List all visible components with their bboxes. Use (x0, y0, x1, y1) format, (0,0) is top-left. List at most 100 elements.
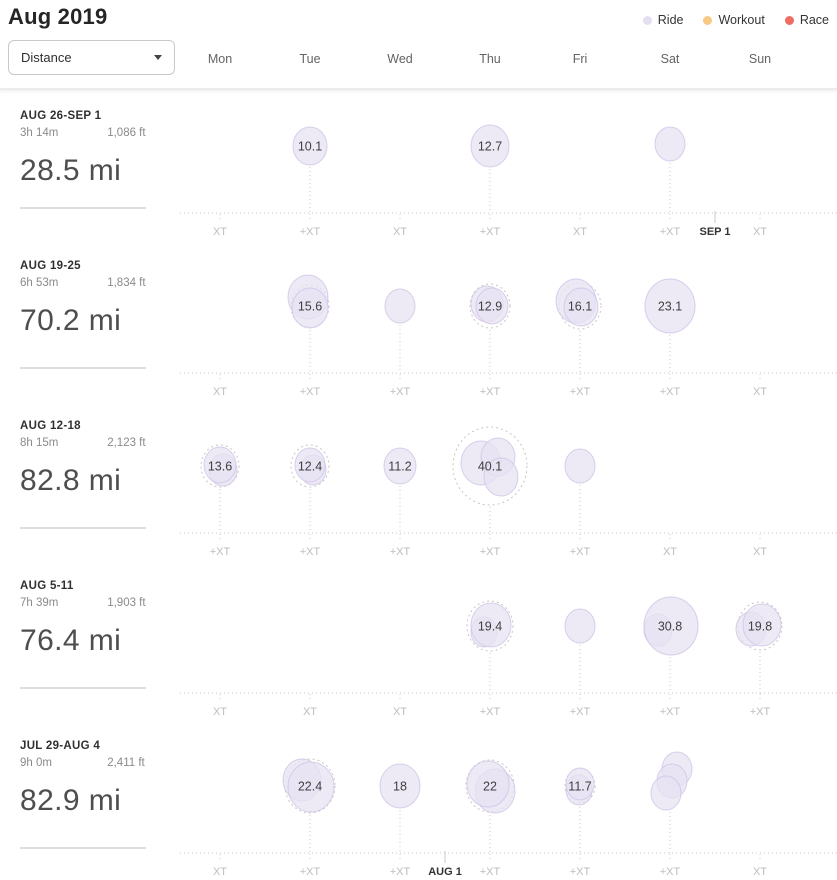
xt-label[interactable]: XT (753, 226, 767, 238)
activity-bubble[interactable] (475, 287, 509, 325)
activity-distance-label: 19.8 (748, 620, 772, 634)
xt-label[interactable]: +XT (300, 386, 321, 398)
week-chart: XT +XT XT +XT XT +XT XT SEP 1 10.1 12.7 (180, 124, 837, 238)
week-summary[interactable]: AUG 26-SEP 1 3h 14m 1,086 ft 28.5 mi (0, 90, 180, 240)
week-row: AUG 5-11 7h 39m 1,903 ft 76.4 mi XT XT XT +… (0, 560, 837, 720)
activity-distance-label: 10.1 (298, 140, 322, 154)
activity-bubble[interactable] (294, 447, 326, 483)
xt-label[interactable]: +XT (660, 386, 681, 398)
activity-bubble[interactable] (203, 446, 237, 484)
activity-distance-label: 23.1 (658, 300, 682, 314)
xt-label[interactable]: XT (753, 866, 767, 878)
xt-label[interactable]: +XT (300, 546, 321, 558)
activity-distance-label: 22.4 (298, 780, 322, 794)
xt-label[interactable]: +XT (480, 866, 501, 878)
week-distance: 76.4 mi (20, 624, 122, 657)
xt-label[interactable]: +XT (390, 546, 411, 558)
activity-bubble[interactable] (287, 761, 335, 813)
activity-bubble[interactable] (654, 126, 686, 162)
week-elevation: 2,411 ft (107, 757, 145, 769)
week-elevation: 1,086 ft (107, 127, 146, 139)
activity-bubble[interactable] (379, 763, 421, 809)
activity-bubble[interactable] (564, 608, 596, 644)
activity-distance-label: 40.1 (478, 460, 502, 474)
xt-label[interactable]: XT (393, 226, 407, 238)
week-range-label: JUL 29-AUG 4 (20, 740, 101, 752)
week-stats: 3h 14m 1,086 ft (20, 127, 180, 139)
header: Aug 2019 Ride Workout Race Distance Mon … (0, 0, 837, 90)
activity-bubble[interactable] (565, 767, 595, 801)
activity-distance-label: 12.7 (478, 140, 502, 154)
activity-bubble[interactable] (650, 775, 682, 811)
xt-label[interactable]: XT (303, 706, 317, 718)
xt-label[interactable]: +XT (300, 226, 321, 238)
activity-bubble[interactable] (470, 602, 512, 648)
xt-label[interactable]: +XT (480, 546, 501, 558)
activity-bubble[interactable] (470, 124, 510, 168)
activity-distance-label: 15.6 (298, 300, 322, 314)
day-header-mon: Mon (207, 52, 233, 66)
week-stats: 8h 15m 2,123 ft (20, 437, 180, 449)
xt-label[interactable]: +XT (390, 386, 411, 398)
activity-bubble[interactable] (383, 447, 417, 485)
week-stats: 6h 53m 1,834 ft (20, 277, 180, 289)
activity-bubble[interactable] (644, 278, 696, 334)
activity-bubble[interactable] (292, 126, 328, 166)
xt-label[interactable]: XT (213, 226, 227, 238)
week-row: JUL 29-AUG 4 9h 0m 2,411 ft 82.9 mi XT +X… (0, 720, 837, 880)
metric-dropdown[interactable]: Distance (8, 40, 175, 75)
xt-label[interactable]: +XT (750, 706, 771, 718)
xt-label[interactable]: +XT (480, 386, 501, 398)
week-summary[interactable]: AUG 12-18 8h 15m 2,123 ft 82.8 mi (0, 400, 180, 560)
xt-label[interactable]: +XT (570, 706, 591, 718)
xt-label[interactable]: XT (753, 546, 767, 558)
date-marker: SEP 1 (700, 226, 731, 238)
activity-bubble[interactable] (483, 457, 519, 497)
xt-label[interactable]: +XT (660, 226, 681, 238)
week-row: AUG 12-18 8h 15m 2,123 ft 82.8 mi +XT +XT… (0, 400, 837, 560)
xt-label[interactable]: XT (393, 706, 407, 718)
xt-label[interactable]: +XT (660, 706, 681, 718)
legend-item-race: Race (784, 13, 829, 27)
xt-label[interactable]: +XT (570, 386, 591, 398)
activity-bubble[interactable] (563, 287, 599, 327)
week-summary[interactable]: JUL 29-AUG 4 9h 0m 2,411 ft 82.9 mi (0, 720, 180, 880)
week-elevation: 1,834 ft (107, 277, 146, 289)
week-distance: 82.9 mi (20, 784, 122, 817)
activity-bubble[interactable] (466, 760, 510, 808)
week-moving-time: 3h 14m (20, 127, 59, 139)
week-row: AUG 26-SEP 1 3h 14m 1,086 ft 28.5 mi XT +… (0, 90, 837, 240)
xt-label[interactable]: +XT (210, 546, 231, 558)
activity-bubble[interactable] (291, 287, 329, 329)
xt-label[interactable]: XT (213, 866, 227, 878)
activity-distance-label: 12.9 (478, 300, 502, 314)
xt-label[interactable]: XT (213, 706, 227, 718)
xt-label[interactable]: XT (753, 386, 767, 398)
xt-label[interactable]: +XT (480, 226, 501, 238)
week-summary[interactable]: AUG 19-25 6h 53m 1,834 ft 70.2 mi (0, 240, 180, 400)
activity-bubble[interactable] (384, 288, 416, 324)
week-summary[interactable]: AUG 5-11 7h 39m 1,903 ft 76.4 mi (0, 560, 180, 720)
day-header-sat: Sat (660, 52, 680, 66)
xt-label[interactable]: XT (213, 386, 227, 398)
xt-label[interactable]: +XT (480, 706, 501, 718)
activity-group-ring (290, 444, 330, 488)
xt-label[interactable]: XT (573, 226, 587, 238)
week-distance: 28.5 mi (20, 154, 122, 187)
xt-label[interactable]: +XT (660, 866, 681, 878)
metric-dropdown-value: Distance (21, 50, 72, 65)
week-row: AUG 19-25 6h 53m 1,834 ft 70.2 mi XT +XT +… (0, 240, 837, 400)
week-range-label: AUG 26-SEP 1 (20, 110, 102, 122)
activity-bubble[interactable] (643, 596, 699, 656)
xt-label[interactable]: +XT (300, 866, 321, 878)
week-divider (20, 367, 146, 369)
activity-bubble[interactable] (564, 448, 596, 484)
xt-label[interactable]: +XT (570, 866, 591, 878)
day-header-tue: Tue (299, 52, 321, 66)
activity-bubble[interactable] (742, 603, 782, 647)
xt-label[interactable]: +XT (390, 866, 411, 878)
xt-label[interactable]: XT (663, 546, 677, 558)
xt-label[interactable]: +XT (570, 546, 591, 558)
activity-distance-label: 11.7 (568, 780, 591, 794)
week-range-label: AUG 19-25 (20, 260, 81, 272)
